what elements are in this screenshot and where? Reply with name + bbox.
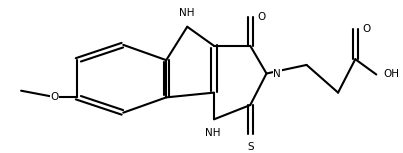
Text: OH: OH: [383, 69, 399, 79]
Text: O: O: [257, 12, 265, 22]
Text: N: N: [273, 69, 281, 78]
Text: O: O: [362, 24, 370, 34]
Text: O: O: [50, 92, 59, 102]
Text: S: S: [247, 142, 253, 152]
Text: NH: NH: [179, 8, 194, 18]
Text: NH: NH: [205, 128, 221, 138]
